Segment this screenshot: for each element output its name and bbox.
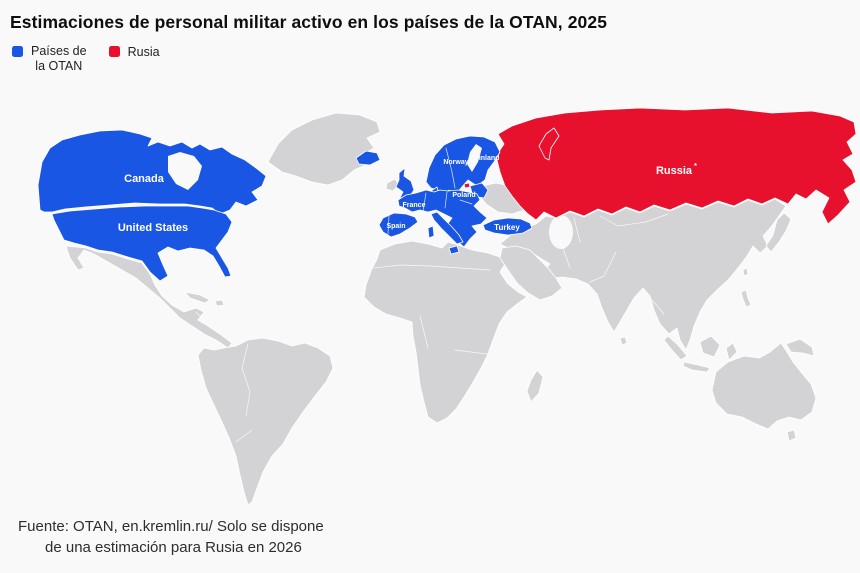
region-sicily[interactable] — [448, 245, 460, 255]
legend-label-rusia: Rusia — [127, 45, 160, 59]
landmass-borneo — [699, 335, 721, 358]
label-spain: Spain — [386, 223, 405, 230]
label-poland: Poland — [452, 192, 475, 199]
landmass-mexico-central-america — [65, 245, 233, 349]
label-turkey: Turkey — [494, 223, 520, 232]
region-central-europe[interactable] — [397, 189, 488, 248]
landmass-sumatra — [663, 335, 688, 361]
landmass-madagascar — [526, 369, 544, 403]
landmass-cuba — [184, 291, 211, 304]
hudson-bay — [168, 152, 202, 190]
label-united-states: United States — [118, 222, 188, 234]
legend: Países de la OTAN Rusia — [12, 44, 160, 74]
landmass-south-america — [197, 337, 334, 506]
landmass-ireland — [385, 178, 400, 192]
landmass-sulawesi — [725, 342, 738, 361]
landmass-taiwan — [742, 267, 749, 277]
landmass-hispaniola — [214, 299, 225, 307]
legend-label-nato: Países de la OTAN — [31, 44, 87, 73]
landmass-arabia — [499, 245, 563, 301]
source-line1: Fuente: OTAN, en.kremlin.ru/ Solo se dis… — [18, 518, 324, 535]
source-line2: de una estimación para Rusia en 2026 — [45, 539, 302, 556]
region-iceland[interactable] — [355, 150, 381, 166]
landmass-africa — [363, 240, 528, 424]
label-russia-footnote-marker: * — [694, 161, 697, 170]
region-turkey[interactable] — [482, 217, 533, 236]
label-russia: Russia — [656, 165, 693, 177]
landmass-japan — [765, 212, 792, 253]
region-russia[interactable] — [495, 107, 857, 225]
label-finland: Finland — [475, 155, 500, 162]
legend-swatch-nato — [12, 46, 23, 57]
world-map: Canada United States Norway Finland Pola… — [0, 100, 860, 515]
source-note: Fuente: OTAN, en.kremlin.ru/ Solo se dis… — [18, 516, 324, 558]
landmass-greenland — [267, 112, 381, 186]
landmass-australia — [711, 342, 817, 430]
chart-title: Estimaciones de personal militar activo … — [10, 12, 608, 32]
landmass-java — [682, 361, 711, 373]
region-canada[interactable] — [37, 129, 267, 215]
label-canada: Canada — [124, 173, 165, 185]
legend-item-rusia[interactable]: Rusia — [108, 44, 160, 60]
landmass-tasmania — [786, 429, 797, 442]
gulf-of-bothnia — [467, 144, 482, 172]
landmass-sri-lanka — [619, 336, 628, 346]
region-united-states[interactable] — [51, 205, 233, 282]
region-italy[interactable] — [430, 211, 464, 245]
label-norway: Norway — [443, 159, 468, 166]
caspian-sea — [549, 215, 573, 249]
legend-swatch-rusia — [108, 46, 120, 57]
internal-borders — [195, 147, 669, 443]
landmass-philippines — [740, 289, 752, 308]
legend-item-nato[interactable]: Países de la OTAN — [12, 44, 87, 74]
world-map-svg: Canada United States Norway Finland Pola… — [37, 107, 857, 506]
region-novaya-zemlya[interactable] — [538, 127, 560, 161]
region-sardinia-corsica[interactable] — [427, 225, 435, 239]
landmass-new-guinea — [785, 338, 815, 357]
label-france: France — [403, 202, 426, 209]
